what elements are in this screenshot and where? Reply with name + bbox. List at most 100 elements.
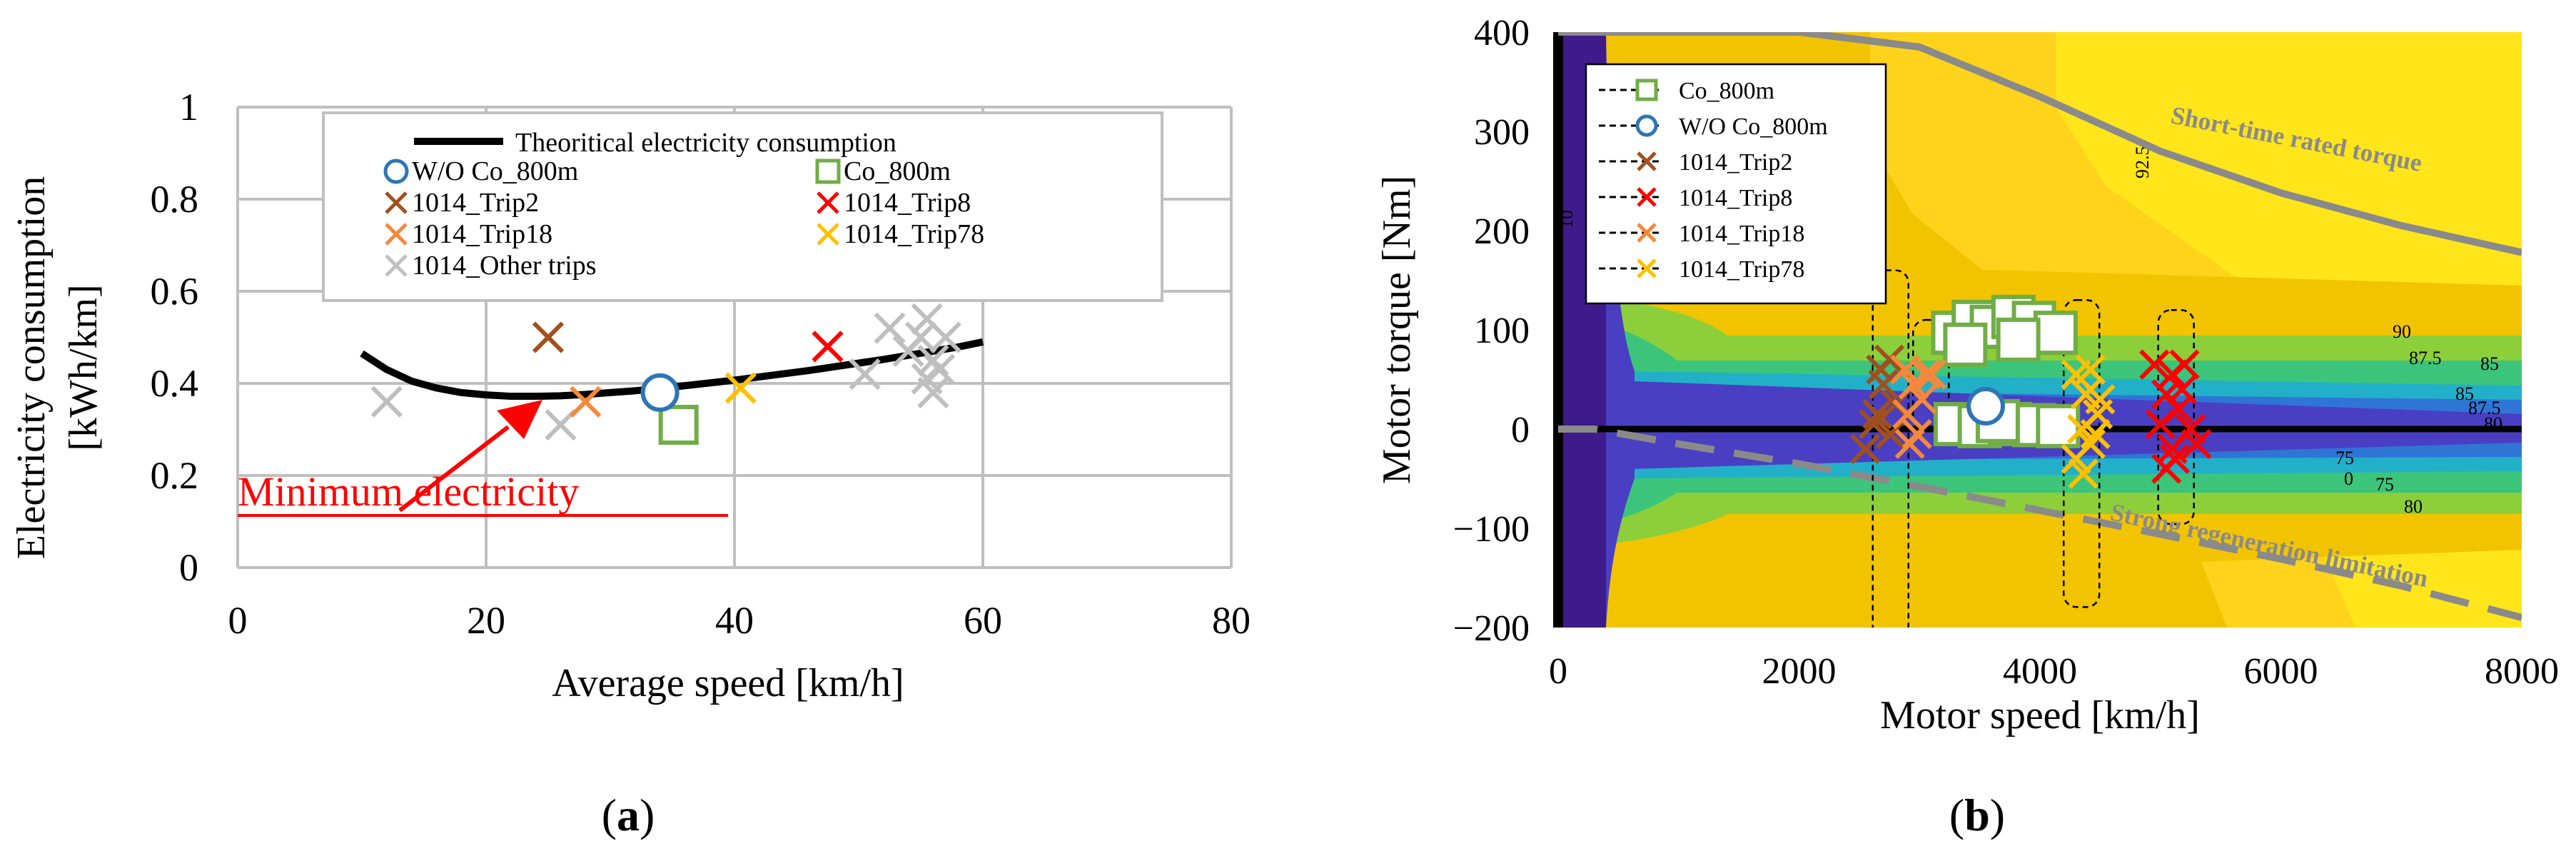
b-legend-marker-1 (1635, 114, 1658, 137)
a-legend-label: 1014_Trip2 (412, 188, 539, 218)
b-ytick-label: −100 (1453, 509, 1530, 550)
b-ytick-label: 300 (1474, 112, 1530, 153)
b-marker-1014-trip8 (2169, 349, 2200, 380)
a-xtick-label: 80 (1212, 599, 1251, 642)
b-marker-1014-trip78 (2085, 384, 2116, 415)
b-legend-marker-5-stroke2 (1637, 258, 1657, 278)
b-ytick-label: −200 (1453, 608, 1530, 649)
b-marker-1014-trip8-stroke2 (2163, 394, 2194, 425)
panel-b-limit-curves (1558, 32, 2522, 621)
a-marker-1014-other-trips (849, 358, 881, 391)
a-marker-co-800m (658, 405, 699, 445)
b-contour-label: 85 (2455, 383, 2474, 404)
b-legend-marker-0 (1635, 79, 1658, 101)
panel-b-y-title: Motor torque [Nm] (1375, 176, 1419, 484)
panel-a-legend: Theoritical electricity consumption W/O … (322, 111, 1163, 302)
b-contour-label: 75 (2375, 474, 2394, 495)
a-marker-1014-trip78 (724, 372, 757, 404)
b-legend-label: 1014_Trip2 (1679, 149, 1792, 176)
a-legend-label: 1014_Other trips (412, 251, 597, 281)
a-marker-1014-trip78-stroke2 (724, 372, 757, 404)
a-marker-1014-other-trips-stroke2 (929, 321, 961, 353)
panel-b-label: (b) (1949, 790, 2005, 840)
a-legend-marker-6-stroke2 (385, 254, 408, 277)
b-limit-curve-0 (1558, 32, 2522, 256)
b-contour-label: 0 (2344, 468, 2353, 489)
b-legend-marker-4 (1637, 223, 1657, 243)
a-marker-1014-trip8-stroke2 (812, 331, 844, 363)
a-marker-1014-other-trips-stroke2 (904, 321, 937, 353)
b-marker-1014-trip18 (1916, 359, 1947, 390)
a-xtick-label: 20 (467, 599, 505, 642)
b-xtick-label: 8000 (2485, 651, 2559, 692)
a-marker-1014-other-trips-stroke2 (874, 312, 906, 344)
b-contour-label: 85 (2480, 353, 2499, 374)
b-marker-1014-trip8 (2181, 428, 2212, 459)
b-legend-marker-5 (1637, 258, 1657, 278)
b-marker-1014-trip78-stroke2 (2075, 354, 2106, 385)
b-legend-label: 1014_Trip8 (1679, 185, 1792, 211)
a-legend-marker-2-stroke2 (385, 191, 408, 214)
b-marker-1014-trip78-stroke2 (2066, 413, 2098, 445)
b-limit-curve-1 (1558, 426, 2522, 621)
a-marker-1014-other-trips-stroke2 (849, 358, 881, 391)
panel-b-markers (1850, 269, 2212, 628)
b-marker-1014-trip8-stroke2 (2145, 408, 2176, 440)
b-marker-co-800m (2033, 311, 2078, 356)
b-marker-1014-trip2-stroke2 (1862, 399, 1893, 430)
b-marker-1014-trip8-stroke2 (2169, 349, 2200, 380)
panel-a-label: (a) (602, 790, 655, 840)
a-ytick-label: 0.4 (151, 362, 199, 405)
a-marker-1014-other-trips (923, 353, 956, 386)
a-ytick-label: 0 (179, 546, 198, 589)
b-legend-marker-3 (1637, 187, 1657, 207)
a-xtick-label: 60 (964, 599, 1002, 642)
a-legend-label: W/O Co_800m (412, 156, 578, 186)
b-marker-1014-trip78 (2061, 443, 2091, 474)
a-legend-marker-4 (385, 223, 408, 246)
b-marker-1014-trip18 (1892, 399, 1923, 430)
b-xtick-label: 4000 (2003, 651, 2077, 692)
b-marker-1014-trip2-stroke2 (1868, 369, 1899, 400)
panel-a-annotation: Minimum electricity (238, 400, 728, 517)
a-marker-1014-other-trips-stroke2 (923, 353, 956, 386)
b-marker-1014-trip8 (2139, 349, 2170, 380)
b-marker-1014-trip18 (1894, 428, 1925, 459)
b-marker-1014-trip18-stroke2 (1892, 399, 1923, 430)
a-marker-1014-other-trips (929, 321, 961, 353)
b-legend-label: 1014_Trip78 (1679, 256, 1804, 283)
a-marker-1014-trip2-stroke2 (532, 321, 565, 353)
a-xtick-label: 40 (715, 599, 754, 642)
b-marker-1014-trip2 (1862, 399, 1893, 430)
panel-b-axes: 0 2000 4000 6000 8000 −200 −100 0 100 200 300 400 (1453, 13, 2559, 692)
b-marker-1014-trip2 (1850, 433, 1881, 464)
a-legend-marker-3 (817, 191, 839, 214)
b-marker-1014-trip8 (2167, 374, 2198, 405)
panel-a-x-title: Average speed [km/h] (552, 661, 904, 705)
b-marker-1014-trip78-stroke2 (2085, 384, 2116, 415)
panel-b-legend-frame (1585, 63, 1887, 305)
panel-a: 0 20 40 60 80 0 0.2 0.4 0.6 0.8 1 Theoritical elec… (9, 86, 1251, 840)
b-marker-1014-trip78 (2075, 354, 2106, 385)
b-marker-1014-trip8-stroke2 (2159, 443, 2191, 474)
b-marker-1014-trip8-stroke2 (2175, 413, 2206, 445)
b-marker-1014-trip78-stroke2 (2068, 458, 2098, 489)
legend-theory-label: Theoritical electricity consumption (515, 128, 896, 158)
b-marker-co-800m (1943, 322, 1988, 367)
a-marker-1014-other-trips (545, 408, 577, 441)
a-legend-label: 1014_Trip8 (844, 188, 971, 218)
b-marker-1014-trip2 (1859, 408, 1889, 440)
b-legend-label: 1014_Trip18 (1679, 221, 1804, 247)
annotation-arrow-head (497, 400, 542, 439)
b-trajectory-0 (1872, 269, 1909, 628)
b-contour-label: 87.5 (2409, 348, 2442, 368)
a-legend-marker-3-stroke2 (817, 191, 839, 214)
panel-b-legend: Co_800m W/O Co_800m 1014_Trip2 1014_Trip8 10… (1585, 63, 1887, 305)
b-marker-1014-trip18-stroke2 (1916, 359, 1947, 390)
a-marker-1014-other-trips-stroke2 (545, 408, 577, 441)
b-marker-1014-trip2 (1866, 354, 1896, 385)
a-marker-1014-other-trips (370, 386, 403, 418)
b-ytick-label: 200 (1474, 211, 1530, 252)
b-xtick-label: 6000 (2244, 651, 2318, 692)
a-legend-label: 1014_Trip18 (412, 219, 552, 249)
